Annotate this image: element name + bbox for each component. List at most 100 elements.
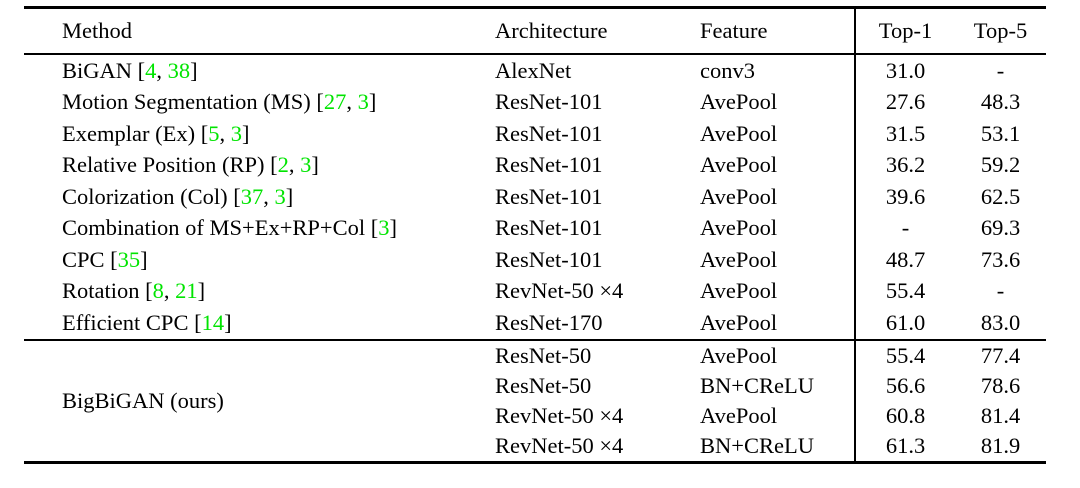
method-text: ] [224,309,232,335]
method-text: ] [197,278,206,304]
method-text: Efficient CPC [ [62,309,202,335]
feature-cell: AvePool [700,338,855,371]
header-row: Method Architecture Feature Top-1 Top-5 [24,7,1046,55]
method-text: , [288,152,301,178]
baseline-rows: BiGAN [4, 38] AlexNet conv3 31.0 - Motio… [24,54,1046,340]
column-header-feature: Feature [700,7,855,55]
method-text: ] [140,246,148,272]
architecture-cell: RevNet-50 ×4 [495,278,624,304]
table-row: Motion Segmentation (MS) [27, 3] ResNet-… [24,86,1046,118]
top1-cell: - [854,212,955,244]
table-row: Combination of MS+Ex+RP+Col [3] ResNet-1… [24,212,1046,245]
table-row: Rotation [8, 21] RevNet-50 ×4 AvePool 55… [24,275,1046,308]
table-row: BigBiGAN (ours) ResNet-50 AvePool 55.4 7… [24,338,1046,462]
feature-cell: AvePool [700,215,778,241]
top5-cell: 62.5 [980,183,1021,209]
top1-cell: 56.6 [854,370,955,401]
feature-cell: AvePool [700,309,778,335]
architecture-cell: ResNet-101 [495,89,603,115]
top5-cell: 73.6 [980,246,1021,272]
top5-cell: 48.3 [980,89,1021,115]
citation-number: 4 [145,57,157,83]
method-text: , [263,183,275,209]
table-row: Exemplar (Ex) [5, 3] ResNet-101 AvePool … [24,118,1046,150]
method-text: ] [311,152,319,178]
architecture-cell: RevNet-50 ×4 [495,402,624,428]
method-text: , [219,120,231,146]
method-text: Relative Position (RP) [ [62,152,278,178]
group-method-cell: BigBiGAN (ours) [24,338,495,462]
table-row: ResNet-50 BN+CReLU 56.6 78.6 [24,370,1046,401]
citation-number: 3 [357,89,369,115]
top5-cell: - [996,57,1005,83]
top1-cell: 31.5 [854,118,955,150]
top5-cell: - [996,278,1005,304]
feature-cell: BN+CReLU [700,432,814,458]
feature-cell: AvePool [700,246,778,272]
top1-cell: 48.7 [854,244,955,276]
column-header-top1: Top-1 [854,7,955,55]
citation-number: 21 [175,278,198,304]
results-table: Method Architecture Feature Top-1 Top-5 … [24,6,1046,464]
method-cell: Colorization (Col) [37, 3] [24,181,495,213]
method-text: Exemplar (Ex) [ [62,120,209,146]
method-text: BiGAN [ [62,57,146,83]
method-text: CPC [ [62,246,118,272]
method-text: Motion Segmentation (MS) [ [62,89,324,115]
citation-number: 27 [323,89,347,115]
column-header-architecture: Architecture [495,7,700,55]
top5-cell: 78.6 [980,372,1021,398]
citation-number: 38 [167,57,191,83]
table-row: RevNet-50 ×4 AvePool 60.8 81.4 [24,400,1046,431]
column-header-top5: Top-5 [955,7,1046,55]
method-text: Rotation [ [62,278,153,304]
method-text: , [163,278,176,304]
method-cell: Combination of MS+Ex+RP+Col [3] [24,213,495,245]
method-cell: Relative Position (RP) [2, 3] [24,150,495,182]
feature-cell: AvePool [700,402,778,428]
citation-number: 3 [230,120,242,146]
method-cell: Rotation [8, 21] [24,276,495,308]
method-text: ] [241,120,250,146]
top1-cell: 39.6 [854,181,955,213]
method-text: ] [190,57,198,83]
table-row: BiGAN [4, 38] AlexNet conv3 31.0 - [24,54,1046,87]
architecture-cell: ResNet-50 [495,338,700,371]
top5-cell: 81.4 [980,402,1021,428]
top5-cell: 53.1 [980,120,1021,146]
architecture-cell: ResNet-101 [495,215,603,241]
method-cell: CPC [35] [24,244,495,276]
method-cell: BiGAN [4, 38] [24,54,495,87]
citation-number: 35 [117,246,141,272]
architecture-cell: ResNet-170 [495,309,603,335]
feature-cell: AvePool [700,152,778,178]
top1-cell: 60.8 [854,400,955,431]
top1-cell: 61.0 [854,307,955,340]
bigbigan-group: BigBiGAN (ours) ResNet-50 AvePool 55.4 7… [24,338,1046,462]
citation-number: 2 [277,152,289,178]
feature-cell: AvePool [700,120,778,146]
table-row: RevNet-50 ×4 BN+CReLU 61.3 81.9 [24,430,1046,462]
method-cell: Exemplar (Ex) [5, 3] [24,118,495,150]
top1-cell: 55.4 [854,338,955,371]
architecture-cell: AlexNet [495,57,572,83]
method-text: Combination of MS+Ex+RP+Col [ [62,215,379,241]
architecture-cell: ResNet-101 [495,152,603,178]
feature-cell: AvePool [700,278,778,304]
architecture-cell: ResNet-101 [495,183,603,209]
citation-number: 8 [152,278,164,304]
feature-cell: AvePool [700,183,778,209]
feature-cell: AvePool [700,89,778,115]
method-text: ] [389,215,397,241]
method-text: , [156,57,168,83]
top1-cell: 55.4 [854,275,955,307]
table-header: Method Architecture Feature Top-1 Top-5 [24,7,1046,55]
citation-number: 5 [208,120,220,146]
architecture-cell: ResNet-101 [495,120,603,146]
table-row: Colorization (Col) [37, 3] ResNet-101 Av… [24,181,1046,213]
top1-cell: 61.3 [854,430,955,462]
method-text: , [346,89,358,115]
top5-cell: 77.4 [955,338,1046,371]
method-text: ] [285,183,294,209]
